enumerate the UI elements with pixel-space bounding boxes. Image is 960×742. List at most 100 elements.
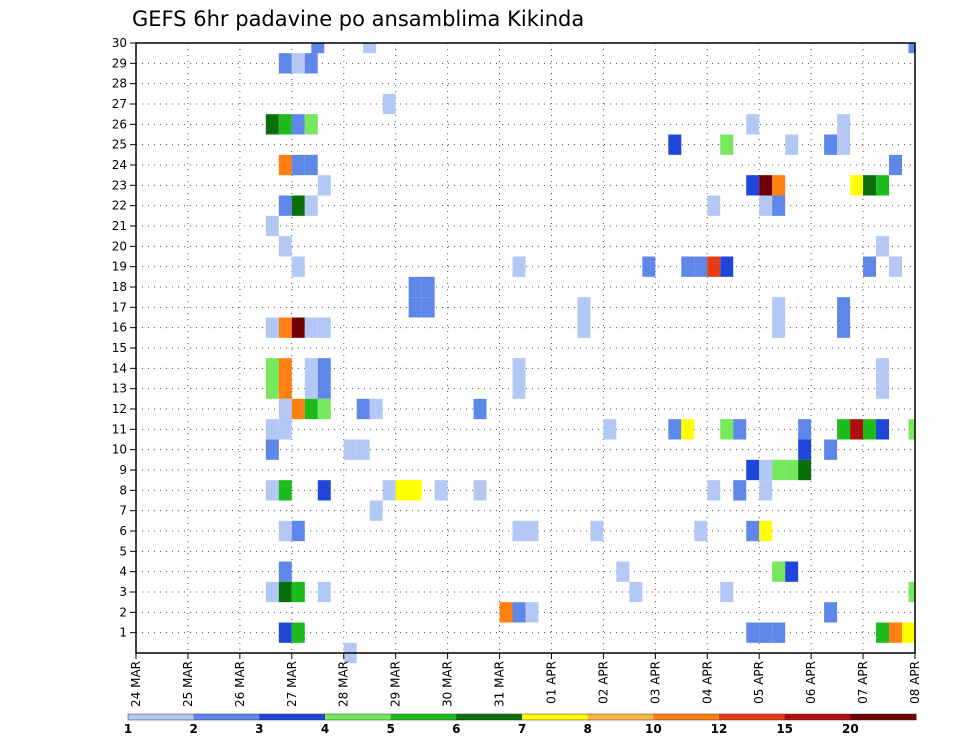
- precip-cell: [265, 439, 279, 460]
- precip-cell: [291, 317, 305, 338]
- precip-cell: [317, 581, 331, 603]
- precip-cell: [317, 175, 331, 196]
- precip-cell: [681, 256, 695, 277]
- y-tick-label: 3: [119, 585, 127, 599]
- precip-cell: [317, 480, 331, 501]
- precip-cell: [265, 317, 279, 338]
- precip-cell: [694, 256, 708, 277]
- legend-swatch: [784, 714, 851, 720]
- precip-cell: [265, 581, 279, 603]
- precip-cell: [863, 256, 877, 277]
- precip-cell: [720, 581, 734, 603]
- precip-cell: [837, 134, 851, 155]
- x-tick-label: 25 MAR: [181, 661, 195, 707]
- precip-cell: [772, 297, 786, 318]
- y-tick-label: 29: [112, 56, 127, 70]
- precip-cell: [304, 195, 318, 216]
- precip-cell: [876, 419, 890, 440]
- precip-cell: [720, 134, 734, 155]
- precip-cell: [278, 419, 292, 440]
- y-tick-label: 6: [119, 524, 127, 538]
- precip-cell: [278, 317, 292, 338]
- legend-swatch: [522, 714, 589, 720]
- precip-cell: [304, 398, 318, 420]
- color-legend: 1 2 3 4 5 6 7 8 10 12 15 20: [124, 713, 917, 736]
- precip-cell: [499, 602, 513, 623]
- legend-label: 15: [776, 722, 793, 736]
- y-tick-label: 11: [112, 422, 127, 436]
- precip-cell: [278, 480, 292, 501]
- precip-cell: [889, 256, 903, 277]
- precip-cell: [265, 358, 279, 379]
- precip-cell: [694, 520, 708, 542]
- y-tick-label: 1: [119, 626, 127, 640]
- y-tick-label: 28: [112, 77, 127, 91]
- precip-cell: [720, 256, 734, 277]
- precip-cell: [291, 581, 305, 603]
- legend-swatch: [456, 714, 523, 720]
- legend-swatch: [587, 714, 654, 720]
- precip-cell: [317, 358, 331, 379]
- precip-cell: [590, 520, 604, 542]
- precip-cell: [291, 195, 305, 216]
- legend-swatch: [850, 714, 917, 720]
- legend-label: 12: [711, 722, 728, 736]
- y-tick-label: 22: [112, 199, 127, 213]
- x-tick-label: 31 MAR: [493, 661, 507, 707]
- precip-cell: [876, 378, 890, 399]
- precip-cell: [798, 419, 812, 440]
- precip-cell: [889, 154, 903, 176]
- precip-cell: [265, 378, 279, 399]
- precip-cell: [278, 622, 292, 643]
- y-tick-label: 20: [112, 239, 127, 253]
- y-tick-label: 10: [112, 443, 127, 457]
- x-tick-label: 07 APR: [856, 661, 870, 704]
- precip-cell: [577, 297, 591, 318]
- precip-cell: [772, 622, 786, 643]
- x-tick-label: 05 APR: [752, 661, 766, 704]
- precip-cell: [317, 317, 331, 338]
- precip-cell: [395, 480, 409, 501]
- precip-cell: [746, 459, 760, 481]
- precip-cell: [265, 114, 279, 135]
- y-tick-label: 8: [119, 483, 127, 497]
- precip-cell: [785, 134, 799, 155]
- precip-cell: [759, 622, 773, 643]
- y-tick-label: 25: [112, 138, 127, 152]
- precip-cell: [304, 154, 318, 176]
- legend-label: 10: [645, 722, 662, 736]
- precip-cell: [291, 114, 305, 135]
- y-tick-label: 14: [112, 361, 127, 375]
- precip-cell: [304, 358, 318, 379]
- precip-cell: [311, 43, 325, 54]
- precip-cell: [265, 215, 279, 237]
- y-tick-label: 5: [119, 544, 127, 558]
- precip-cell: [772, 317, 786, 338]
- precip-cell: [577, 317, 591, 338]
- precip-cell: [876, 175, 890, 196]
- precip-cell: [304, 114, 318, 135]
- x-tick-label: 08 APR: [908, 661, 922, 704]
- precip-cell: [408, 480, 422, 501]
- legend-label: 20: [842, 722, 859, 736]
- y-tick-label: 27: [112, 97, 127, 111]
- precip-cell: [746, 520, 760, 542]
- precip-cell: [668, 134, 682, 155]
- y-tick-label: 9: [119, 463, 127, 477]
- precip-cell: [785, 459, 799, 481]
- precip-cell: [863, 419, 877, 440]
- precip-cell: [278, 195, 292, 216]
- x-tick-label: 30 MAR: [441, 661, 455, 707]
- precip-cell: [824, 134, 838, 155]
- precip-cell: [837, 317, 851, 338]
- y-tick-label: 30: [112, 36, 127, 50]
- precip-cell: [603, 419, 617, 440]
- precip-cell: [278, 358, 292, 379]
- x-tick-label: 24 MAR: [129, 661, 143, 707]
- precip-cell: [759, 195, 773, 216]
- legend-swatch: [193, 714, 260, 720]
- precip-cell: [265, 419, 279, 440]
- chart-title: GEFS 6hr padavine po ansamblima Kikinda: [132, 7, 584, 31]
- y-tick-label: 24: [112, 158, 127, 172]
